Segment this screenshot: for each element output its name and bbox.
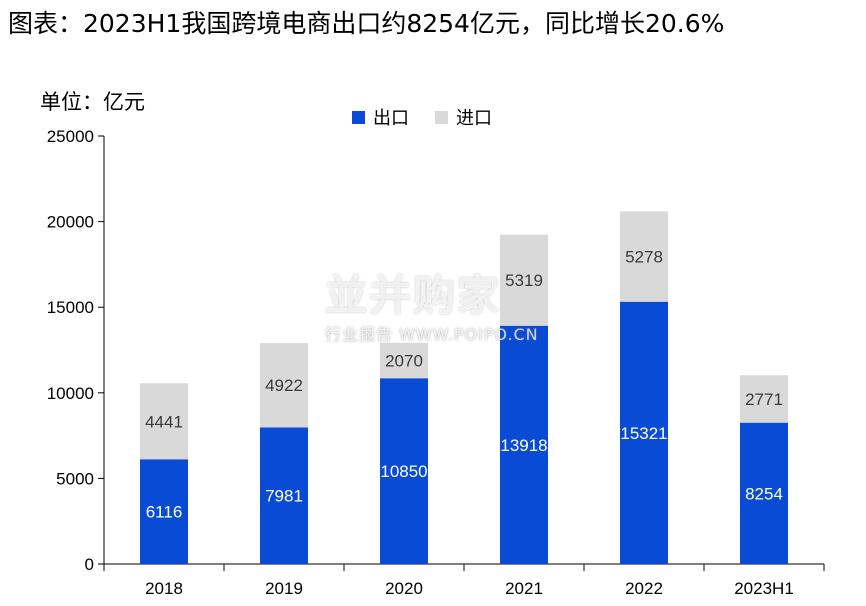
y-tick-label: 5000 [56, 469, 94, 488]
data-label-export: 15321 [620, 424, 667, 443]
bar-import [740, 375, 788, 423]
x-tick-label: 2021 [505, 579, 543, 598]
data-label-import: 4441 [145, 412, 183, 431]
legend: 出口 进口 [352, 104, 518, 130]
legend-swatch-export [352, 110, 365, 124]
data-label-import: 2771 [745, 390, 783, 409]
x-tick-label: 2023H1 [734, 579, 794, 598]
bar-export [140, 459, 188, 564]
data-label-import: 4922 [265, 376, 303, 395]
data-label-export: 10850 [380, 462, 427, 481]
y-tick-label: 10000 [47, 384, 94, 403]
x-tick-label: 2022 [625, 579, 663, 598]
unit-label: 单位：亿元 [40, 90, 145, 114]
data-label-import: 2070 [385, 352, 423, 371]
bar-import [380, 342, 428, 379]
y-tick-label: 0 [85, 555, 94, 574]
bar-import [260, 343, 308, 428]
legend-item-export: 出口 [352, 104, 409, 130]
data-label-export: 6116 [146, 503, 183, 522]
data-label-import: 5319 [505, 271, 543, 290]
y-tick-label: 15000 [47, 298, 94, 317]
x-tick-label: 2020 [385, 579, 423, 598]
bar-import [140, 383, 188, 460]
y-tick-label: 25000 [47, 127, 94, 146]
data-label-import: 5278 [625, 248, 663, 267]
bar-export [500, 325, 548, 564]
data-label-export: 8254 [745, 484, 783, 503]
legend-swatch-import [435, 110, 448, 124]
legend-label-export: 出口 [373, 108, 409, 129]
y-tick-label: 20000 [47, 213, 94, 232]
legend-label-import: 进口 [456, 108, 492, 129]
x-tick-label: 2018 [145, 579, 183, 598]
bar-import [500, 234, 548, 326]
bar-export [380, 378, 428, 564]
x-tick-label: 2019 [265, 579, 303, 598]
chart-title: 图表：2023H1我国跨境电商出口约8254亿元，同比增长20.6% [8, 9, 725, 38]
bar-export [260, 427, 308, 564]
bar-export [620, 301, 668, 564]
data-label-export: 7981 [265, 487, 303, 506]
bar-export [740, 422, 788, 564]
data-label-export: 13918 [500, 436, 547, 455]
bar-import [620, 211, 668, 302]
legend-item-import: 进口 [435, 104, 492, 130]
